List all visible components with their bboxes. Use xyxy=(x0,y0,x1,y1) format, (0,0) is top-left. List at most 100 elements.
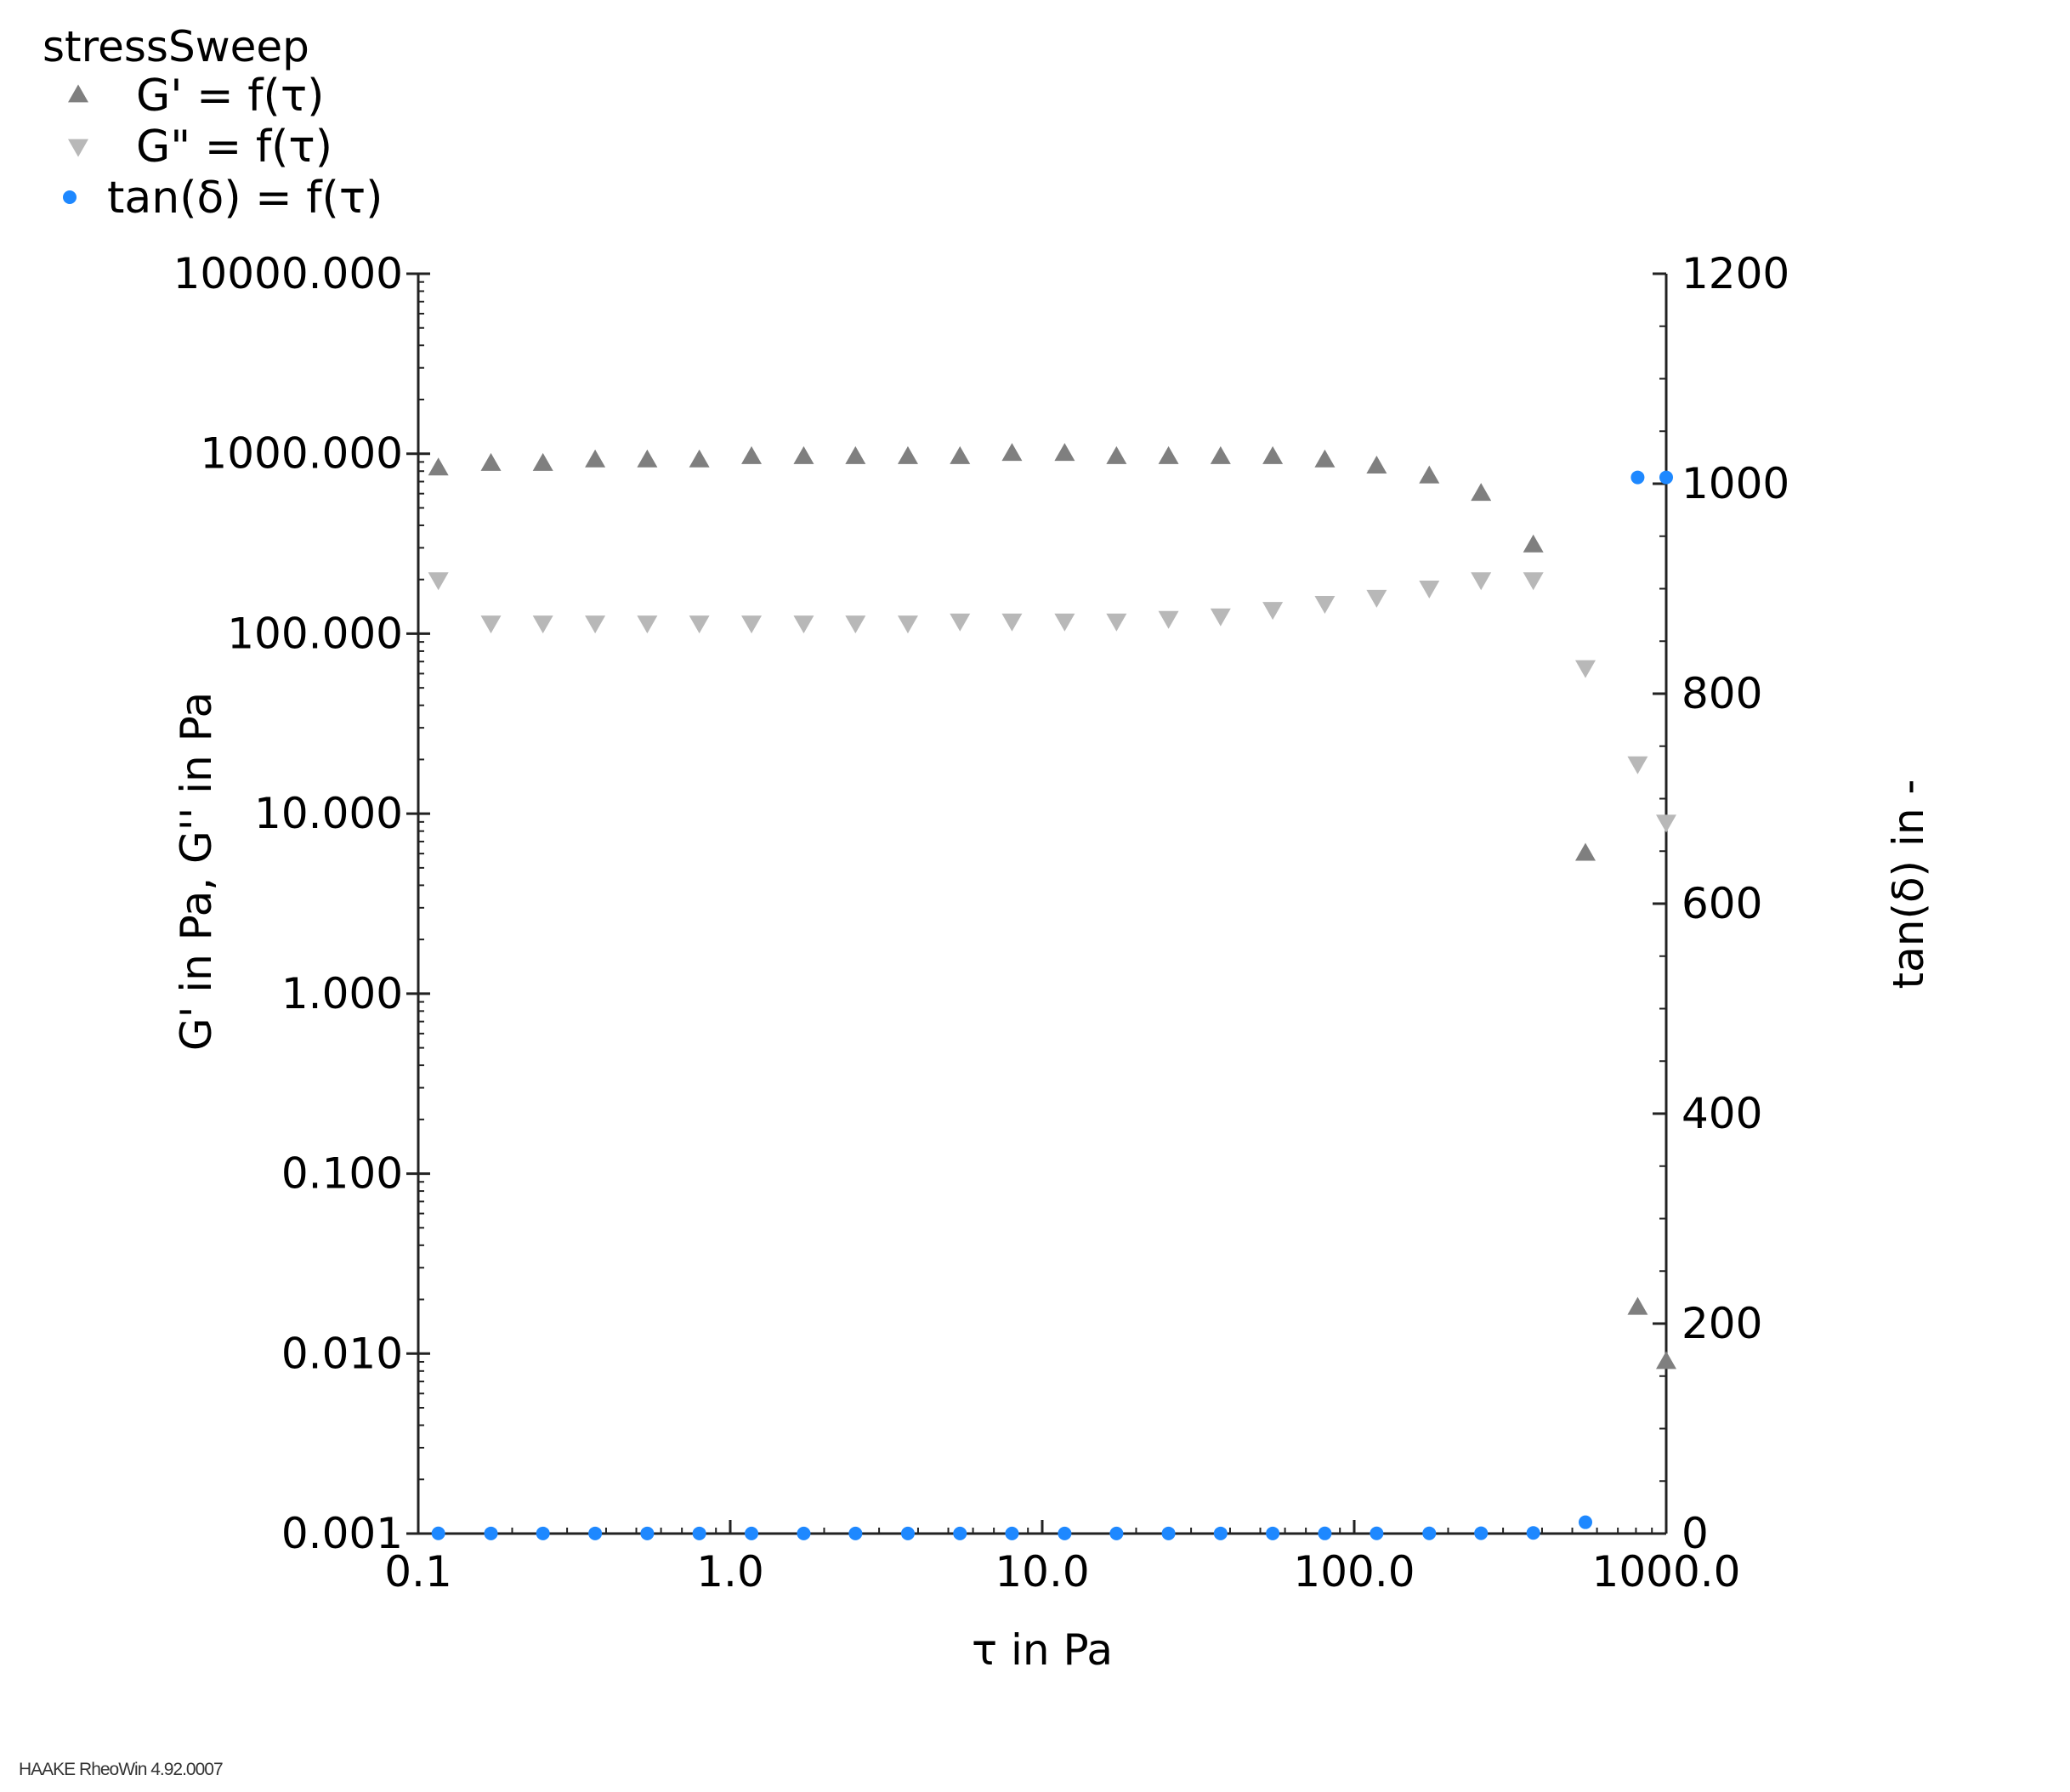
data-point xyxy=(1471,483,1492,502)
data-point xyxy=(1109,1526,1124,1540)
data-point xyxy=(1422,1526,1437,1540)
data-point xyxy=(689,449,710,468)
data-point xyxy=(585,449,606,468)
y2-tick-label: 1000 xyxy=(1682,459,1789,508)
data-point xyxy=(480,452,502,471)
data-point xyxy=(1474,1526,1489,1540)
y-tick-label: 1.000 xyxy=(281,969,403,1018)
legend-entry: G" = f(τ) xyxy=(136,122,332,173)
data-point xyxy=(1523,572,1544,591)
data-point xyxy=(1210,445,1231,464)
data-point xyxy=(1106,613,1127,632)
data-point xyxy=(1001,613,1023,632)
legend: stressSweep G' = f(τ)G" = f(τ)tan(δ) = f… xyxy=(43,22,383,224)
data-point xyxy=(897,615,918,634)
data-point xyxy=(637,615,658,634)
x-tick-label: 10.0 xyxy=(995,1547,1089,1596)
data-point xyxy=(1656,814,1676,833)
y2-tick-label: 0 xyxy=(1682,1509,1709,1558)
data-point xyxy=(1575,842,1596,861)
legend-marker xyxy=(68,139,88,157)
data-point xyxy=(950,613,971,632)
y2-tick-label: 800 xyxy=(1682,669,1762,718)
data-point xyxy=(1471,572,1492,591)
data-point xyxy=(640,1526,655,1540)
data-point xyxy=(480,615,502,634)
data-point xyxy=(1630,470,1645,485)
data-point xyxy=(588,1526,603,1540)
series-2 xyxy=(428,572,1676,833)
data-point xyxy=(1001,443,1023,462)
data-point xyxy=(1366,589,1387,608)
y2-tick-label: 400 xyxy=(1682,1089,1762,1138)
data-point xyxy=(1526,1526,1540,1540)
data-point xyxy=(1627,756,1648,774)
data-point xyxy=(1579,1515,1593,1529)
data-point xyxy=(848,1526,863,1540)
data-point xyxy=(1523,534,1544,553)
data-point xyxy=(1158,610,1179,629)
y-tick-label: 1000.000 xyxy=(200,429,403,479)
legend-marker xyxy=(63,190,77,204)
y-tick-label: 0.100 xyxy=(281,1149,403,1199)
data-point xyxy=(1158,445,1179,464)
data-point xyxy=(953,1526,967,1540)
x-tick-label: 1.0 xyxy=(696,1547,764,1596)
data-point xyxy=(585,615,606,634)
y-tick-label: 10.000 xyxy=(254,789,403,838)
data-point xyxy=(689,615,710,634)
data-point xyxy=(536,1526,550,1540)
data-point xyxy=(845,445,866,464)
data-point xyxy=(897,445,918,464)
data-point xyxy=(1262,445,1284,464)
data-point xyxy=(428,572,449,591)
data-point xyxy=(797,1526,811,1540)
data-point xyxy=(1627,1296,1648,1315)
data-point xyxy=(1058,1526,1072,1540)
x-tick-label: 1000.0 xyxy=(1592,1547,1741,1596)
data-point xyxy=(637,449,658,468)
data-point xyxy=(1266,1526,1280,1540)
data-point xyxy=(1318,1526,1332,1540)
x-tick-label: 100.0 xyxy=(1293,1547,1415,1596)
y-tick-label: 10000.000 xyxy=(173,249,403,298)
data-point xyxy=(1370,1526,1384,1540)
data-point xyxy=(793,615,814,634)
data-point xyxy=(1659,470,1673,485)
data-point xyxy=(1419,580,1440,598)
data-point xyxy=(1366,456,1387,474)
y-axis-ticks: 0.001 0.010 0.100 1.000 10.000 100.000 1000.00… xyxy=(173,249,430,1558)
data-point xyxy=(900,1526,915,1540)
data-point xyxy=(1213,1526,1228,1540)
data-point xyxy=(484,1526,498,1540)
data-point xyxy=(741,615,763,634)
data-point xyxy=(1656,1351,1676,1370)
y2-tick-label: 600 xyxy=(1682,879,1762,928)
legend-marker xyxy=(68,84,88,103)
y-tick-label: 100.000 xyxy=(227,609,403,658)
series-1 xyxy=(428,443,1676,1370)
data-point xyxy=(532,615,553,634)
legend-title: stressSweep xyxy=(43,22,309,71)
data-point xyxy=(1314,595,1336,614)
legend-entry: tan(δ) = f(τ) xyxy=(107,173,383,224)
y2-axis-ticks: 0 200 400 600 800 1000 1200 xyxy=(1653,249,1789,1558)
data-point xyxy=(741,445,763,464)
x-tick-label: 0.1 xyxy=(384,1547,452,1596)
data-point xyxy=(950,445,971,464)
data-point xyxy=(428,457,449,476)
data-point xyxy=(1575,660,1596,678)
data-point xyxy=(532,452,553,471)
data-point xyxy=(692,1526,706,1540)
data-point xyxy=(845,615,866,634)
plot-area xyxy=(428,443,1676,1540)
data-point xyxy=(1054,613,1075,632)
data-point xyxy=(1314,449,1336,468)
y-tick-label: 0.001 xyxy=(281,1509,403,1558)
data-point xyxy=(1054,443,1075,462)
x-axis-ticks: 0.1 1.0 10.0 100.0 1000.0 xyxy=(384,1520,1740,1596)
series-3 xyxy=(431,470,1673,1540)
x-axis-title: τ in Pa xyxy=(972,1625,1113,1675)
y2-tick-label: 1200 xyxy=(1682,249,1789,298)
